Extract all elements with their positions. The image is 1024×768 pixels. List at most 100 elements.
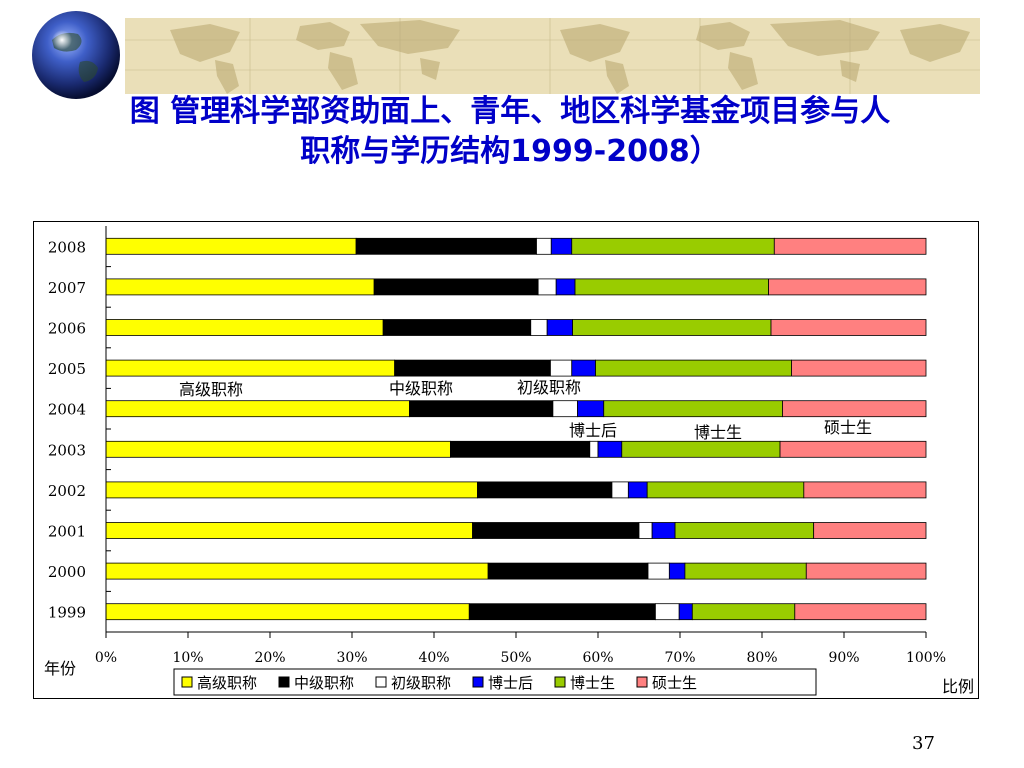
world-map-shapes [170,20,970,94]
legend-swatch [554,676,566,688]
y-tick-label: 2004 [48,401,86,419]
y-axis-title: 年份 [44,659,76,678]
bar-segment [794,603,927,621]
globe-sparkle [52,30,72,50]
y-tick-label: 2008 [48,238,86,256]
chart-frame: 2008 2007 2006 2005 2004 2003 2002 2001 2000 1999… [33,221,979,699]
bar-segment [574,278,769,296]
bar-segment [621,440,781,458]
legend-swatch [472,676,484,688]
bar-segment [674,522,815,539]
legend-label: 初级职称 [391,674,451,692]
x-tick-label: 0% [95,650,117,666]
x-tick-label: 10% [172,650,203,666]
bar-segment [803,481,927,499]
bar-segment [597,440,623,458]
bar-segment [487,562,649,580]
y-tick-label: 2006 [48,320,86,338]
series-annotation: 高级职称 [179,380,243,399]
x-tick-label: 40% [418,650,449,666]
bar-segment [537,278,557,296]
bars-layer [105,237,927,621]
bar-segment [355,237,537,255]
x-tick-label: 100% [906,650,946,666]
bar-segment [105,440,451,458]
bar-segment [449,440,591,458]
bar-segment [611,481,629,499]
series-annotation: 博士后 [569,421,617,440]
bar-segment [651,522,676,539]
bar-segment [105,319,384,336]
page-number: 37 [912,733,935,754]
bar-segment [668,562,686,580]
bar-segment [646,481,805,499]
legend-label: 博士后 [488,674,533,692]
bar-segment [603,400,783,418]
x-tick-label: 90% [828,650,859,666]
slide-title: 图 管理科学部资助面上、青年、地区科学基金项目参与人 职称与学历结构1999-2… [30,92,990,172]
legend: 高级职称 中级职称 初级职称 博士后 博士生 硕士生 [173,668,817,696]
legend-swatch [181,676,193,688]
series-annotation: 博士生 [694,423,742,442]
bar-segment [105,603,470,621]
bar-segment [577,400,605,418]
bar-segment [105,562,489,580]
legend-label: 高级职称 [197,674,257,692]
bar-segment [773,237,927,255]
bar-segment [472,522,640,539]
bar-segment [770,319,927,336]
x-tick-label: 30% [336,650,367,666]
map-grid-lines [125,18,980,94]
slide-title-line-1: 图 管理科学部资助面上、青年、地区科学基金项目参与人 [129,94,891,129]
bar-segment [678,603,693,621]
bar-segment [373,278,539,296]
x-tick-label: 20% [254,650,285,666]
y-tick-label: 2003 [48,441,86,459]
x-tick-label: 50% [500,650,531,666]
bar-segment [105,359,396,377]
series-annotation: 硕士生 [824,418,872,437]
legend-swatch [278,676,290,688]
bar-segment [627,481,648,499]
series-annotation: 初级职称 [517,378,581,397]
x-tick-label: 70% [664,650,695,666]
bar-segment [536,237,552,255]
legend-swatch [636,676,648,688]
x-tick-label: 60% [582,650,613,666]
bar-segment [105,237,357,255]
y-tick-label: 1999 [48,604,86,622]
bar-segment [571,359,596,377]
bar-segment [394,359,551,377]
y-tick-label: 2005 [48,360,86,378]
bar-segment [382,319,532,336]
y-tick-label: 2002 [48,482,86,500]
bar-segment [555,278,576,296]
legend-label: 中级职称 [294,674,354,692]
bar-segment [105,400,410,418]
bar-segment [550,359,573,377]
y-tick-label: 2000 [48,563,86,581]
bar-segment [813,522,927,539]
bar-segment [572,319,772,336]
globe-icon [32,11,120,99]
axes-layer: 2008 2007 2006 2005 2004 2003 2002 2001 2000 1999… [44,226,974,696]
bar-segment [684,562,807,580]
bar-segment [105,522,473,539]
bar-segment [571,237,775,255]
bar-segment [105,278,375,296]
bar-segment [550,237,573,255]
bar-segment [552,400,578,418]
bar-segment [589,440,599,458]
bar-segment [782,400,927,418]
bar-segment [546,319,573,336]
bar-segment [105,481,478,499]
bar-segment [655,603,680,621]
stacked-bar-chart: 2008 2007 2006 2005 2004 2003 2002 2001 2000 1999… [44,226,974,696]
series-annotation: 中级职称 [389,379,453,398]
header-banner [32,11,980,99]
y-tick-label: 2007 [48,279,86,297]
bar-segment [779,440,927,458]
bar-segment [530,319,548,336]
bar-segment [595,359,792,377]
